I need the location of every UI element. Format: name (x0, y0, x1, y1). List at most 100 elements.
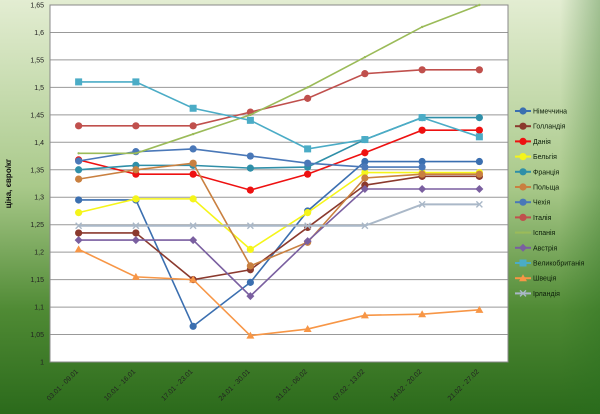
x-tick-label: 03.01 - 09.01 (46, 368, 80, 402)
data-point (361, 222, 369, 230)
x-tick-label: 17.01 - 23.01 (160, 368, 194, 402)
legend-item: Ірландія (515, 290, 560, 298)
data-point (189, 170, 197, 178)
data-point (189, 122, 197, 130)
y-tick-label: 1,65 (30, 3, 44, 10)
legend-item: Чехія (515, 198, 550, 207)
data-point (75, 78, 83, 86)
x-tick-label: 07.02 - 13.02 (332, 368, 366, 402)
data-point (303, 237, 312, 246)
data-point (361, 168, 369, 177)
series-line (78, 248, 480, 337)
data-point (363, 55, 367, 59)
series-line (78, 4, 480, 155)
series-12 (75, 200, 483, 230)
data-point (361, 163, 369, 171)
data-point (246, 292, 255, 301)
series-line (78, 162, 480, 267)
legend-item: Бельгія (515, 153, 557, 161)
series-line (78, 171, 480, 251)
data-point (75, 229, 83, 237)
data-point (519, 153, 527, 161)
legend-label: Італія (533, 214, 552, 222)
y-tick-label: 1,55 (30, 57, 44, 64)
data-point (361, 157, 369, 166)
data-point (304, 170, 312, 178)
y-tick-label: 1,3 (34, 195, 44, 202)
data-point (361, 149, 369, 157)
data-point (519, 259, 527, 267)
data-point (75, 166, 83, 174)
data-point (132, 78, 140, 86)
data-point (246, 116, 254, 124)
data-point (131, 272, 140, 280)
data-point (75, 196, 83, 204)
data-point (475, 66, 483, 74)
data-point (418, 114, 426, 122)
series-line (78, 129, 480, 191)
data-point (519, 183, 527, 191)
data-point (475, 170, 483, 178)
data-point (131, 236, 140, 245)
data-point (478, 3, 481, 7)
series-line (78, 81, 480, 150)
data-point (304, 209, 312, 217)
data-point (519, 274, 527, 282)
data-point (189, 159, 197, 167)
legend-label: Ірландія (533, 290, 560, 298)
data-point (132, 195, 140, 203)
data-point (418, 200, 426, 208)
legend-item: Іспанія (515, 229, 556, 237)
data-point (246, 152, 254, 160)
legend-label: Бельгія (533, 153, 557, 161)
data-point (475, 184, 484, 193)
data-point (304, 159, 312, 167)
data-point (361, 70, 369, 78)
x-tick-label: 14.02 - 20.02 (389, 368, 423, 402)
data-point (132, 166, 140, 174)
series-6 (75, 145, 426, 171)
legend-item: Великобританія (515, 259, 585, 268)
data-point (132, 229, 140, 237)
legend-label: Чехія (533, 199, 550, 207)
data-point (75, 122, 83, 130)
data-point (475, 133, 483, 141)
data-point (191, 132, 195, 136)
y-tick-label: 1,5 (34, 85, 44, 92)
y-tick-label: 1,2 (34, 250, 44, 257)
data-point (77, 152, 80, 155)
data-point (418, 126, 426, 134)
x-tick-label: 24.01 - 30.01 (218, 368, 252, 402)
series-10 (75, 78, 483, 153)
data-point (519, 168, 527, 176)
data-point (134, 152, 138, 155)
legend-item: Австрія (515, 243, 557, 252)
data-point (475, 305, 484, 313)
y-tick-label: 1,6 (34, 30, 44, 37)
y-axis-label: ціна, євро/кг (4, 158, 13, 208)
data-point (246, 164, 254, 172)
data-point (189, 222, 197, 230)
data-point (189, 275, 198, 283)
data-point (303, 325, 312, 333)
data-point (418, 170, 426, 178)
y-tick-label: 1,25 (30, 222, 44, 229)
legend-item: Німеччина (515, 107, 567, 116)
legend-item: Голландія (515, 122, 566, 131)
data-point (418, 66, 426, 74)
legend-label: Швеція (533, 275, 557, 283)
data-point (475, 200, 483, 208)
plot-border (49, 4, 509, 363)
data-point (246, 278, 254, 286)
data-point (418, 184, 427, 193)
data-point (519, 107, 527, 115)
data-point (418, 157, 426, 166)
data-point (249, 113, 252, 117)
legend-item: Данія (515, 137, 551, 146)
data-point (246, 186, 254, 194)
data-point (475, 113, 483, 122)
data-point (74, 236, 83, 245)
series-line (78, 188, 480, 298)
legend-item: Швеція (515, 274, 557, 283)
data-point (189, 322, 197, 330)
